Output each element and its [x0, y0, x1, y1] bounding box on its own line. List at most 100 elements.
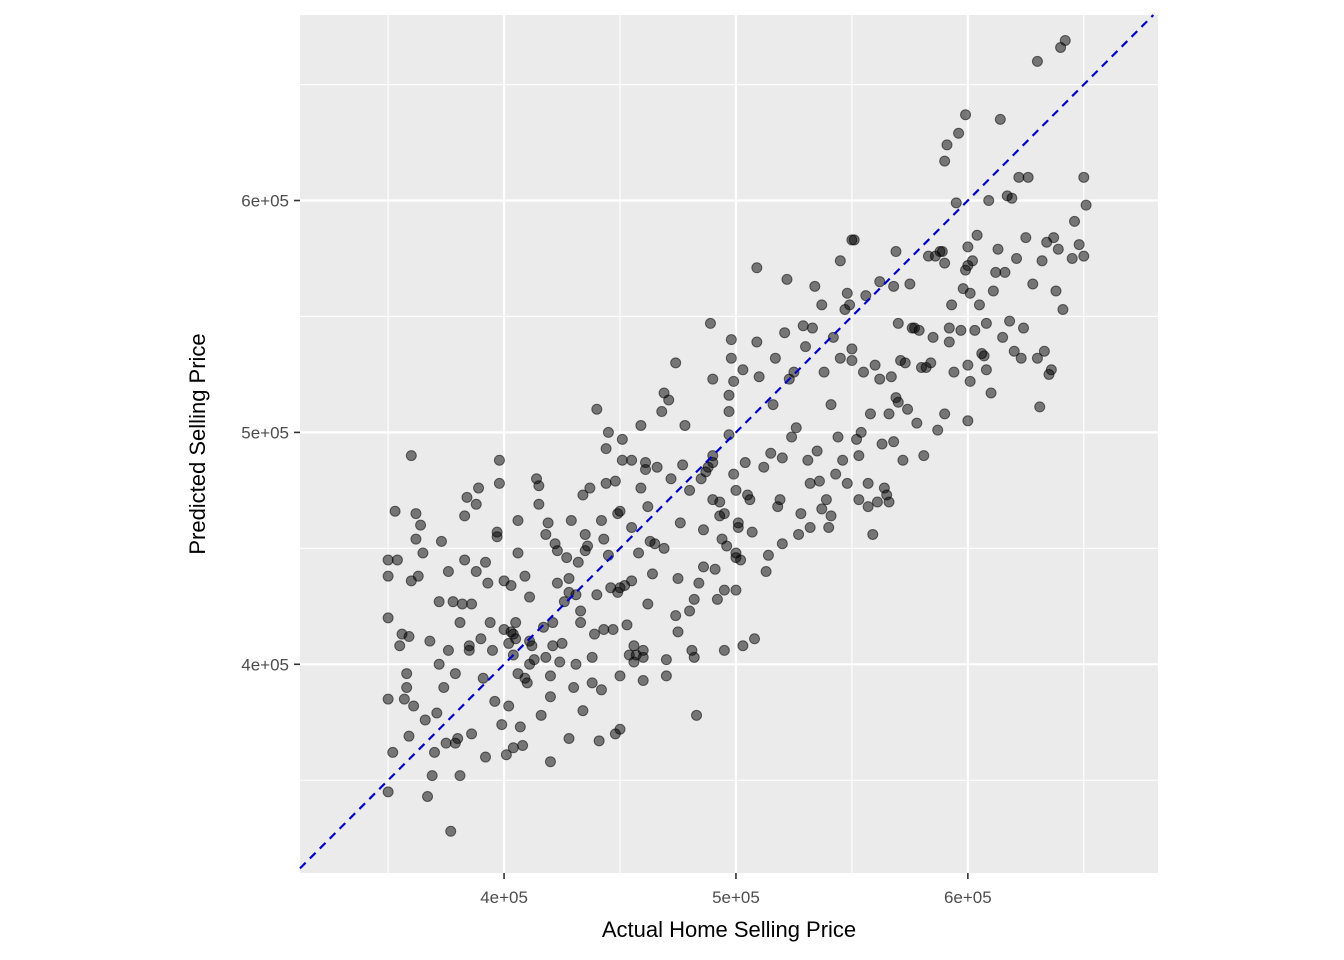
data-point — [985, 387, 997, 399]
data-point — [769, 352, 781, 364]
data-point — [1080, 199, 1092, 211]
data-point — [718, 584, 730, 596]
data-point — [561, 552, 573, 564]
data-point — [466, 598, 478, 610]
data-point — [486, 644, 498, 656]
data-point — [651, 461, 663, 473]
data-point — [697, 561, 709, 573]
data-point — [503, 700, 515, 712]
data-point — [540, 528, 552, 540]
data-point — [419, 714, 431, 726]
data-point — [1027, 278, 1039, 290]
data-point — [964, 287, 976, 299]
data-point — [960, 109, 972, 121]
data-point — [470, 498, 482, 510]
data-point — [1066, 252, 1078, 264]
data-point — [609, 475, 621, 487]
data-point — [1020, 232, 1032, 244]
data-point — [452, 733, 464, 745]
data-point — [554, 656, 566, 668]
data-point — [577, 489, 589, 501]
data-point — [841, 287, 853, 299]
data-point — [431, 707, 443, 719]
data-point — [635, 419, 647, 431]
data-point — [871, 496, 883, 508]
data-point — [1048, 232, 1060, 244]
data-point — [966, 255, 978, 267]
data-point — [461, 491, 473, 503]
data-point — [570, 589, 582, 601]
data-point — [999, 266, 1011, 278]
data-point — [473, 482, 485, 494]
data-point — [744, 494, 756, 506]
data-point — [575, 605, 587, 617]
data-point — [514, 721, 526, 733]
data-point — [521, 677, 533, 689]
data-point — [834, 352, 846, 364]
data-point — [607, 624, 619, 636]
data-point — [1052, 243, 1064, 255]
data-point — [403, 730, 415, 742]
data-point — [410, 508, 422, 520]
data-point — [1008, 345, 1020, 357]
data-point — [864, 408, 876, 420]
reference-line — [299, 14, 1155, 870]
data-point — [535, 709, 547, 721]
data-point — [779, 327, 791, 339]
data-point — [964, 375, 976, 387]
data-point — [786, 431, 798, 443]
data-point — [477, 672, 489, 684]
data-point — [844, 299, 856, 311]
data-point — [697, 524, 709, 536]
data-point — [832, 431, 844, 443]
data-point — [387, 746, 399, 758]
data-point — [776, 538, 788, 550]
data-point — [848, 234, 860, 246]
data-point — [874, 276, 886, 288]
data-point — [475, 633, 487, 645]
data-point — [507, 742, 519, 754]
data-point — [825, 510, 837, 522]
data-point — [586, 677, 598, 689]
data-point — [410, 533, 422, 545]
data-point — [890, 246, 902, 258]
data-point — [563, 572, 575, 584]
data-point — [1031, 352, 1043, 364]
data-point — [626, 454, 638, 466]
data-point — [593, 735, 605, 747]
data-point — [1031, 55, 1043, 67]
data-point — [528, 654, 540, 666]
x-axis-ticks: 4e+05 5e+05 6e+05 — [480, 873, 992, 907]
data-point — [489, 695, 501, 707]
data-point — [888, 436, 900, 448]
data-point — [1015, 352, 1027, 364]
data-point — [730, 584, 742, 596]
data-point — [790, 422, 802, 434]
data-point — [816, 503, 828, 515]
data-point — [415, 519, 427, 531]
data-point — [962, 241, 974, 253]
data-point — [614, 505, 626, 517]
data-point — [470, 566, 482, 578]
data-point — [950, 197, 962, 209]
data-point — [718, 644, 730, 656]
y-axis-title: Predicted Selling Price — [185, 333, 210, 554]
data-point — [800, 341, 812, 353]
data-point — [398, 693, 410, 705]
data-point — [830, 468, 842, 480]
data-point — [551, 545, 563, 557]
data-point — [718, 508, 730, 520]
data-point — [482, 577, 494, 589]
data-point — [556, 637, 568, 649]
data-point — [672, 626, 684, 638]
data-point — [616, 454, 628, 466]
data-point — [1004, 315, 1016, 327]
data-point — [670, 610, 682, 622]
data-point — [656, 406, 668, 418]
data-point — [672, 572, 684, 584]
data-point — [382, 612, 394, 624]
data-point — [1022, 171, 1034, 183]
data-point — [925, 357, 937, 369]
data-point — [677, 459, 689, 471]
data-point — [902, 403, 914, 415]
